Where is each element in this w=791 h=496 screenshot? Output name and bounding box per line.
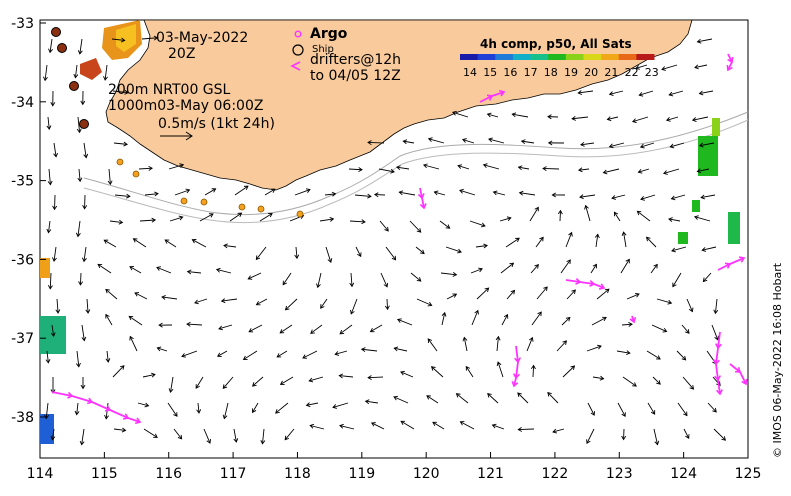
x-tick-label: 114 — [27, 466, 54, 482]
ship-marker[interactable] — [80, 120, 89, 129]
x-tick-label: 120 — [413, 466, 440, 482]
colorbar-title: 4h comp, p50, All Sats — [480, 37, 632, 51]
y-tick-label: -36 — [11, 252, 34, 268]
current-arrow — [543, 168, 559, 169]
colorbar-swatch — [460, 54, 478, 60]
sst-patch-east-5 — [692, 200, 700, 212]
ship-marker[interactable] — [52, 28, 61, 37]
current-arrow — [80, 273, 81, 285]
y-tick-label: -37 — [11, 331, 34, 347]
colorbar-tick-label: 19 — [564, 66, 578, 79]
y-tick-label: -35 — [11, 174, 34, 190]
x-tick-label: 123 — [606, 466, 633, 482]
drifters-legend-line-1: drifters@12h — [310, 52, 401, 68]
colorbar-swatch — [583, 54, 601, 60]
argo-float[interactable] — [133, 171, 139, 177]
sst-patch-east-3 — [728, 212, 740, 244]
argo-float[interactable] — [181, 198, 187, 204]
colorbar-swatch — [619, 54, 637, 60]
argo-float[interactable] — [239, 204, 245, 210]
y-tick-label: -38 — [11, 410, 34, 426]
colorbar-swatch — [495, 54, 513, 60]
colorbar-swatch — [531, 54, 549, 60]
argo-float[interactable] — [258, 206, 264, 212]
x-tick-label: 124 — [670, 466, 697, 482]
colorbar-tick-label: 22 — [625, 66, 639, 79]
x-tick-label: 115 — [91, 466, 118, 482]
colorbar-tick-label: 15 — [483, 66, 497, 79]
x-tick-label: 121 — [477, 466, 504, 482]
current-arrow — [518, 429, 534, 430]
current-arrow — [533, 365, 534, 377]
argo-float[interactable] — [297, 211, 303, 217]
ship-marker[interactable] — [58, 44, 67, 53]
x-tick-label: 116 — [155, 466, 182, 482]
colorbar-swatch — [478, 54, 496, 60]
sst-patch-east-1 — [698, 136, 718, 176]
colorbar-tick-label: 16 — [503, 66, 517, 79]
y-tick-label: -33 — [11, 16, 34, 32]
y-tick-label: -34 — [11, 95, 34, 111]
colorbar-swatch — [566, 54, 584, 60]
argo-float[interactable] — [201, 199, 207, 205]
sst-patch-west-1 — [40, 258, 50, 278]
depth-line-2: 1000m03-May 06:00Z — [108, 98, 263, 114]
sst-patch-east-4 — [678, 232, 688, 244]
x-tick-label: 119 — [348, 466, 375, 482]
colorbar-tick-label: 17 — [524, 66, 538, 79]
x-tick-label: 122 — [542, 466, 569, 482]
argo-float[interactable] — [117, 159, 123, 165]
depth-line-1: 200m NRT00 GSL — [108, 82, 231, 98]
ship-marker[interactable] — [70, 82, 79, 91]
colorbar-swatch — [513, 54, 531, 60]
colorbar-tick-label: 23 — [645, 66, 659, 79]
colorbar-swatch — [548, 54, 566, 60]
x-tick-label: 118 — [284, 466, 311, 482]
colorbar-tick-label: 21 — [604, 66, 618, 79]
x-tick-label: 117 — [220, 466, 247, 482]
colorbar-swatch — [601, 54, 619, 60]
current-arrow — [387, 299, 388, 309]
x-tick-label: 125 — [735, 466, 762, 482]
current-arrow — [560, 211, 561, 221]
colorbar-swatch — [636, 54, 654, 60]
argo-legend-label: Argo — [310, 26, 348, 42]
sst-patch-east-2 — [712, 118, 720, 136]
scale-label: 0.5m/s (1kt 24h) — [158, 116, 275, 132]
current-arrow — [368, 142, 384, 143]
colorbar-tick-label: 20 — [584, 66, 598, 79]
colorbar-tick-label: 14 — [463, 66, 477, 79]
credit: © IMOS 06-May-2022 16:08 Hobart — [771, 262, 784, 458]
map-date: 03-May-2022 — [156, 30, 248, 46]
map-time: 20Z — [168, 46, 195, 62]
colorbar-tick-label: 18 — [544, 66, 558, 79]
colorbar-swatches — [460, 54, 655, 60]
drifters-legend-line-2: to 04/05 12Z — [310, 68, 401, 84]
